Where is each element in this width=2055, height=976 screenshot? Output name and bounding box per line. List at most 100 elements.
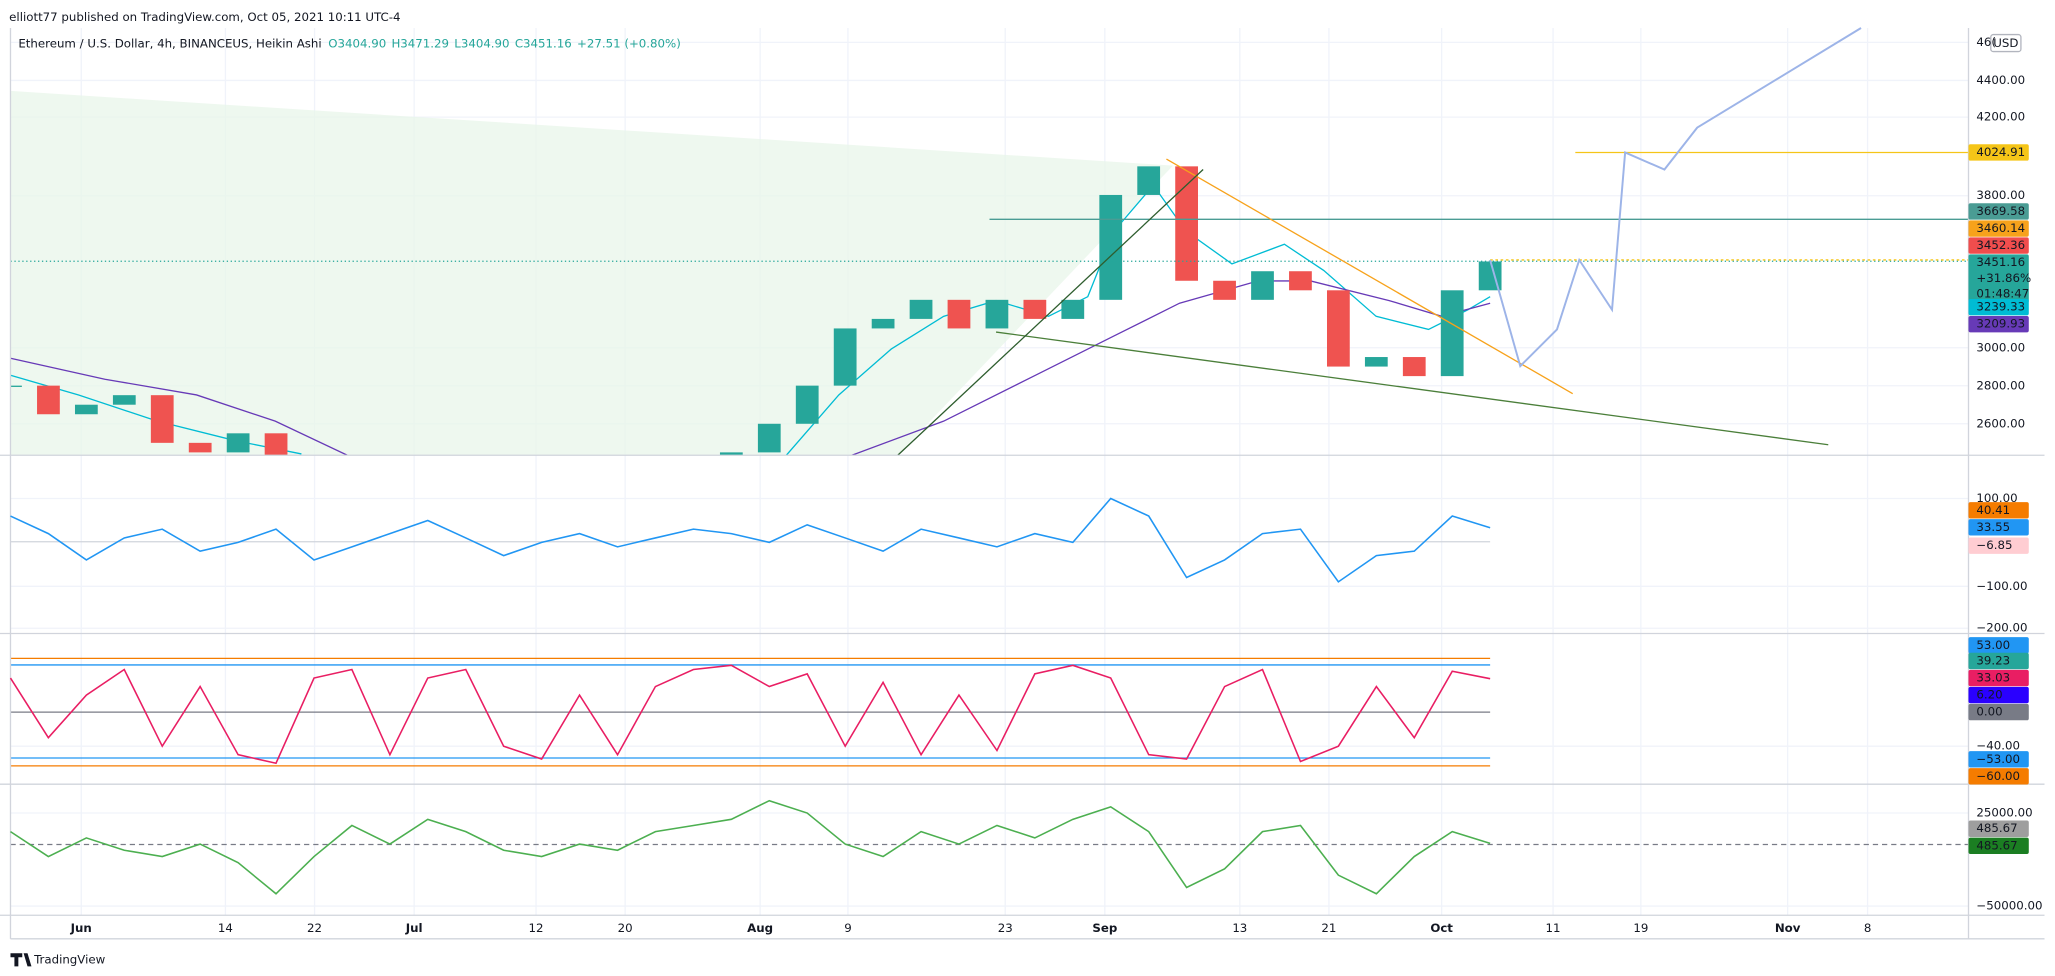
price-tag (1968, 298, 2029, 316)
price-tag (1968, 768, 2029, 785)
x-tick-label: Nov (1775, 921, 1801, 935)
y-tick-label: −40.00 (1976, 739, 2020, 753)
price-tag-label: 40.41 (1976, 503, 2010, 517)
candle (1251, 271, 1274, 300)
x-tick-label: 14 (218, 921, 233, 935)
x-tick-label: Jun (70, 921, 92, 935)
y-tick-label: 25000.00 (1976, 806, 2032, 820)
y-tick-label: 4400.00 (1976, 73, 2025, 87)
projection-path (1489, 27, 1862, 368)
y-tick-label: −200.00 (1976, 621, 2027, 635)
price-tag-label: 3669.58 (1976, 204, 2025, 218)
y-tick-label: 46( (1976, 35, 1996, 49)
candle (833, 328, 857, 386)
candle (188, 442, 212, 453)
x-tick-label: Oct (1430, 921, 1453, 935)
price-tag-label: 3239.33 (1976, 300, 2025, 314)
candle (264, 433, 288, 456)
y-tick-label: 3000.00 (1976, 340, 2025, 354)
ohlc: +27.51 (+0.80%) (577, 36, 681, 50)
price-tag (1968, 837, 2029, 854)
price-tag-label: 39.23 (1976, 653, 2010, 667)
candle (719, 452, 743, 456)
currency-label[interactable]: USD (1993, 36, 2018, 50)
price-tag (1968, 652, 2029, 670)
price-tag (1968, 220, 2029, 237)
indicator-panes (10, 541, 1969, 846)
ohlc: O3404.90 (328, 36, 386, 50)
candle (74, 404, 98, 415)
ohlc: H3471.29 (391, 36, 449, 50)
price-tag-label: 3460.14 (1976, 221, 2025, 235)
x-tick-label: Sep (1092, 921, 1117, 935)
x-tick-label: 13 (1232, 921, 1247, 935)
macd-line (10, 497, 1491, 583)
price-tag-label: +31.86% (1976, 271, 2031, 285)
x-tick-label: 23 (998, 921, 1013, 935)
price-tag-label: 485.67 (1976, 821, 2017, 835)
ohlc: L3404.90 (454, 36, 509, 50)
price-tag-label: 3451.16 (1976, 255, 2025, 269)
candle (1289, 271, 1312, 291)
symbol-legend: Ethereum / U.S. Dollar, 4h, BINANCEUS, H… (18, 36, 681, 50)
price-tag-label: −53.00 (1976, 752, 2020, 766)
candle (1326, 290, 1350, 367)
y-tick-label: 100.00 (1976, 491, 2017, 505)
ohlc: C3451.16 (515, 36, 572, 50)
candle (757, 423, 781, 453)
price-tag-label: −6.85 (1976, 538, 2012, 552)
price-tag-label: 33.03 (1976, 671, 2010, 685)
x-tick-label: 8 (1864, 921, 1872, 935)
price-tag-label: 01:48:47 (1976, 287, 2029, 301)
price-tag (1968, 669, 2029, 687)
symbol: Ethereum / U.S. Dollar, 4h, BINANCEUS, H… (18, 36, 321, 50)
x-tick-label: 19 (1633, 921, 1648, 935)
y-tick-label: −50000.00 (1976, 899, 2042, 913)
trendline (995, 331, 1829, 446)
x-tick-label: 12 (529, 921, 544, 935)
pane-separators (0, 27, 2045, 940)
candle (10, 385, 22, 387)
candle (1364, 357, 1388, 367)
candle (795, 385, 819, 424)
y-tick-label: 4200.00 (1976, 110, 2025, 124)
trendline (897, 169, 1204, 456)
price-tag-label: 3452.36 (1976, 238, 2025, 252)
x-tick-label: Jul (405, 921, 423, 935)
price-tag-label: 0.00 (1976, 705, 2002, 719)
price-tag (1968, 820, 2029, 837)
candle (150, 395, 174, 443)
candle (1213, 280, 1236, 300)
candle (871, 318, 895, 329)
price-tag-label: 33.55 (1976, 520, 2010, 534)
candle (1402, 357, 1426, 377)
brand: TradingView (33, 952, 106, 966)
price-tag-label: 4024.91 (1976, 145, 2025, 159)
price-tag (1968, 751, 2029, 768)
x-tick-label: 9 (844, 921, 852, 935)
price-tag (1968, 537, 2029, 554)
candle (226, 433, 250, 453)
publisher-line: elliott77 published on TradingView.com, … (9, 10, 400, 24)
x-tick-label: 22 (307, 921, 322, 935)
price-tag (1968, 637, 2029, 654)
price-tag (1968, 502, 2029, 519)
candle (1137, 166, 1161, 195)
x-tick-label: Aug (747, 921, 773, 935)
currency-button[interactable] (1990, 33, 2022, 53)
ma-line (10, 357, 348, 456)
x-tick-label: 20 (618, 921, 633, 935)
candle (1099, 194, 1123, 300)
price-tag-label: 3209.93 (1976, 317, 2025, 331)
y-tick-label: 2600.00 (1976, 416, 2025, 430)
price-tag-label: −60.00 (1976, 769, 2020, 783)
x-tick-label: 21 (1321, 921, 1336, 935)
price-tag-label: 6.20 (1976, 688, 2002, 702)
price-tag-label: 485.67 (1976, 838, 2017, 852)
main-pane (10, 166, 1502, 456)
price-tag (1968, 203, 2029, 220)
candle (1440, 290, 1464, 377)
candle (1175, 166, 1199, 281)
trendline (1166, 158, 1574, 395)
brand-logo (10, 953, 32, 967)
